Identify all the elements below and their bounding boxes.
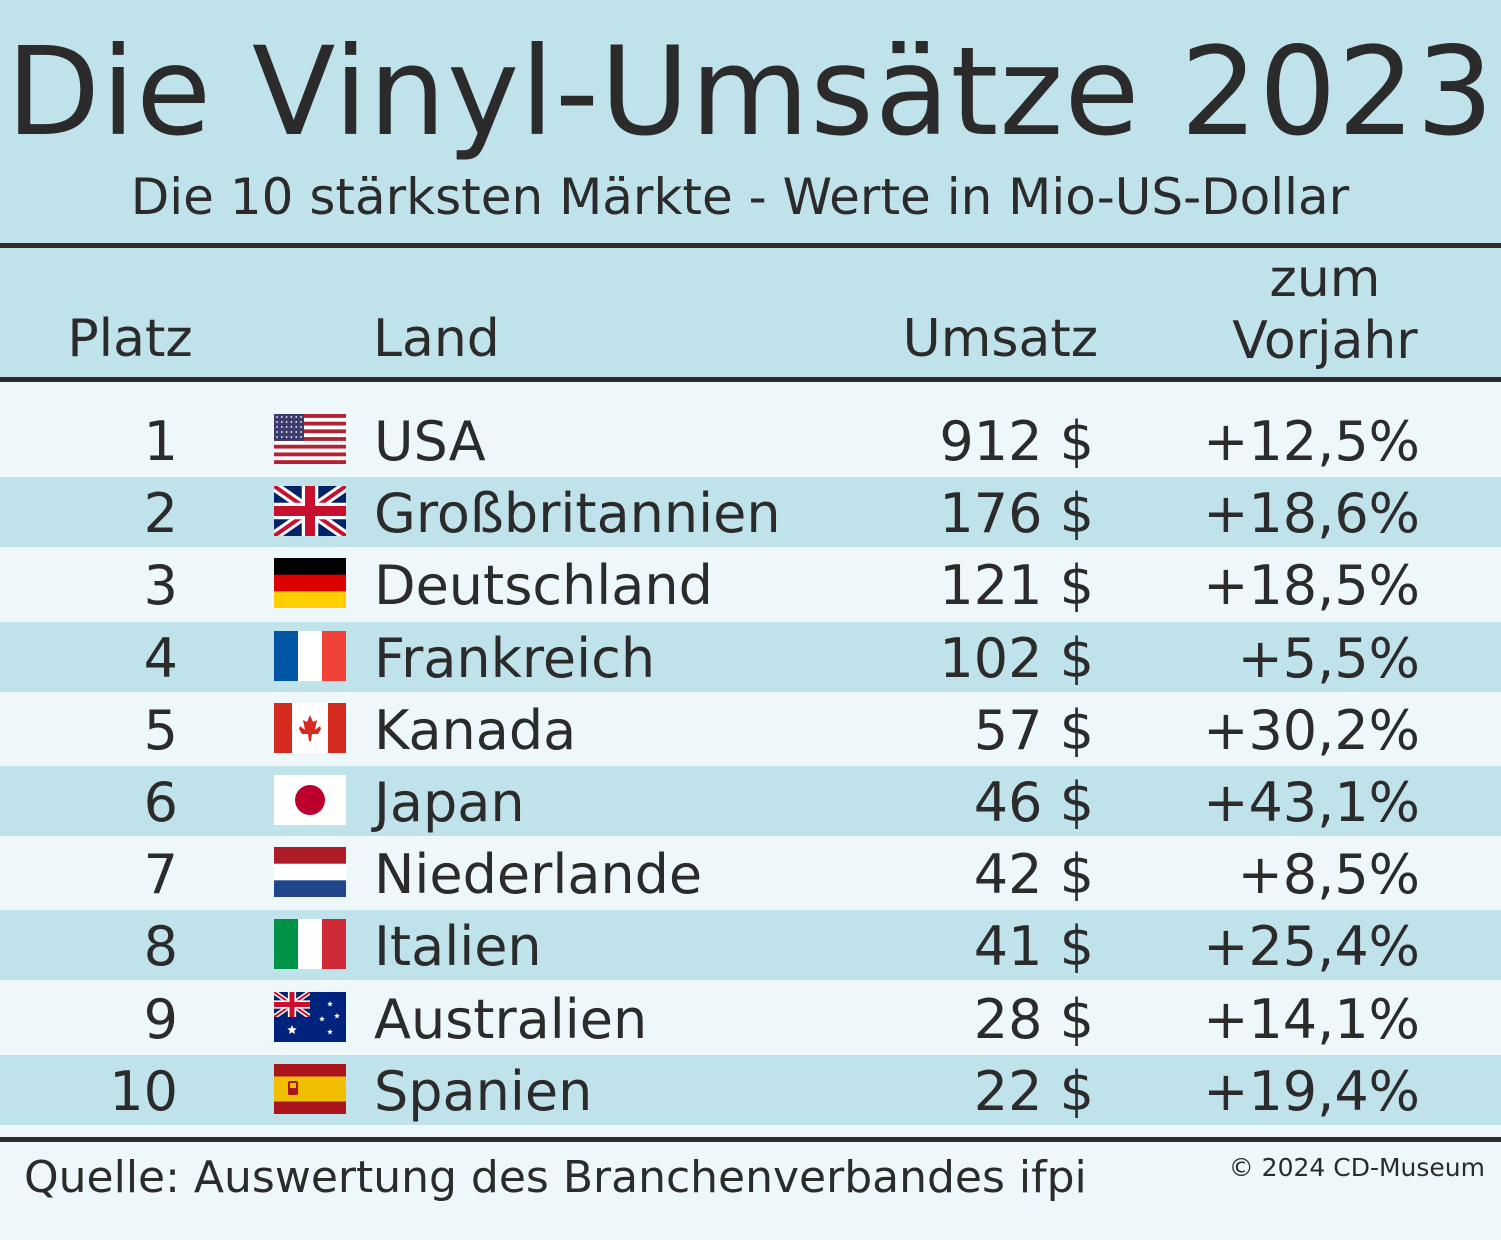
france-flag-icon — [274, 630, 346, 681]
change-cell: +8,5% — [1237, 843, 1420, 907]
column-header-divider — [0, 377, 1501, 382]
country-cell: Australien — [374, 987, 648, 1051]
change-cell: +5,5% — [1237, 626, 1420, 690]
column-header-vorjahr: zum Vorjahr — [1195, 248, 1455, 372]
rank-cell: 8 — [143, 915, 178, 979]
change-cell: +30,2% — [1203, 698, 1420, 762]
header-divider — [0, 243, 1501, 248]
netherlands-flag-icon — [274, 847, 346, 898]
column-header-umsatz: Umsatz — [902, 309, 1098, 369]
country-cell: Kanada — [374, 698, 577, 762]
rank-cell: 1 — [143, 410, 178, 473]
column-header-vorjahr-line1: zum — [1269, 249, 1381, 309]
italy-flag-icon — [274, 919, 346, 970]
rank-cell: 6 — [143, 771, 178, 834]
table-row: 9 Australien 28 $ +14,1% — [0, 982, 1501, 1053]
table-row: 8 Italien 41 $ +25,4% — [0, 910, 1501, 981]
revenue-cell: 102 $ — [939, 626, 1094, 690]
change-cell: +18,5% — [1203, 554, 1420, 618]
germany-flag-icon — [274, 558, 346, 609]
rank-cell: 7 — [143, 843, 178, 907]
revenue-cell: 41 $ — [973, 915, 1094, 979]
column-header-vorjahr-line2: Vorjahr — [1232, 311, 1418, 371]
rank-cell: 4 — [143, 626, 178, 690]
australia-flag-icon — [274, 991, 346, 1042]
spain-flag-icon — [274, 1063, 346, 1114]
revenue-cell: 121 $ — [939, 554, 1094, 618]
revenue-cell: 42 $ — [973, 843, 1094, 907]
table-row: 3 Deutschland 121 $ +18,5% — [0, 549, 1501, 620]
revenue-cell: 57 $ — [973, 698, 1094, 762]
rank-cell: 5 — [143, 698, 178, 762]
rank-cell: 2 — [143, 482, 178, 546]
rank-cell: 9 — [143, 987, 178, 1051]
country-cell: Japan — [374, 771, 525, 834]
footer-divider — [0, 1137, 1501, 1142]
japan-flag-icon — [274, 775, 346, 825]
header-band: Die Vinyl-Umsätze 2023 Die 10 stärksten … — [0, 0, 1501, 243]
revenue-cell: 46 $ — [973, 771, 1094, 834]
copyright-note: © 2024 CD-Museum — [1228, 1153, 1485, 1182]
page-title: Die Vinyl-Umsätze 2023 — [6, 21, 1495, 163]
revenue-cell: 22 $ — [973, 1059, 1094, 1123]
column-header-platz: Platz — [67, 309, 193, 369]
country-cell: Großbritannien — [374, 482, 781, 546]
change-cell: +19,4% — [1203, 1059, 1420, 1123]
country-cell: Niederlande — [374, 843, 703, 907]
us-flag-icon — [274, 414, 346, 464]
rank-cell: 3 — [143, 554, 178, 618]
page-subtitle: Die 10 stärksten Märkte - Werte in Mio-U… — [130, 168, 1350, 226]
country-cell: Spanien — [374, 1059, 593, 1123]
revenue-cell: 912 $ — [939, 410, 1094, 473]
table-row: 7 Niederlande 42 $ +8,5% — [0, 838, 1501, 909]
change-cell: +12,5% — [1203, 410, 1420, 473]
table-row: 5 Kanada 57 $ +30,2% — [0, 693, 1501, 764]
change-cell: +18,6% — [1203, 482, 1420, 546]
country-cell: USA — [374, 410, 486, 473]
change-cell: +25,4% — [1203, 915, 1420, 979]
country-cell: Frankreich — [374, 626, 656, 690]
change-cell: +43,1% — [1203, 771, 1420, 834]
change-cell: +14,1% — [1203, 987, 1420, 1051]
uk-flag-icon — [274, 486, 346, 537]
source-note: Quelle: Auswertung des Branchenverbandes… — [24, 1152, 1087, 1203]
country-cell: Italien — [374, 915, 542, 979]
column-header-land: Land — [373, 309, 500, 369]
revenue-cell: 28 $ — [973, 987, 1094, 1051]
table-row: 4 Frankreich 102 $ +5,5% — [0, 621, 1501, 692]
table-row: 1 USA 912 $ +12,5% — [0, 405, 1501, 475]
table-row: 6 Japan 46 $ +43,1% — [0, 766, 1501, 836]
column-header-row: Platz Land Umsatz zum Vorjahr — [0, 248, 1501, 378]
revenue-cell: 176 $ — [939, 482, 1094, 546]
table-row: 10 Spanien 22 $ +19,4% — [0, 1054, 1501, 1125]
rank-cell: 10 — [109, 1059, 178, 1123]
canada-flag-icon — [274, 702, 346, 753]
country-cell: Deutschland — [374, 554, 713, 618]
table-row: 2 Großbritannien 176 $ +18,6% — [0, 477, 1501, 548]
